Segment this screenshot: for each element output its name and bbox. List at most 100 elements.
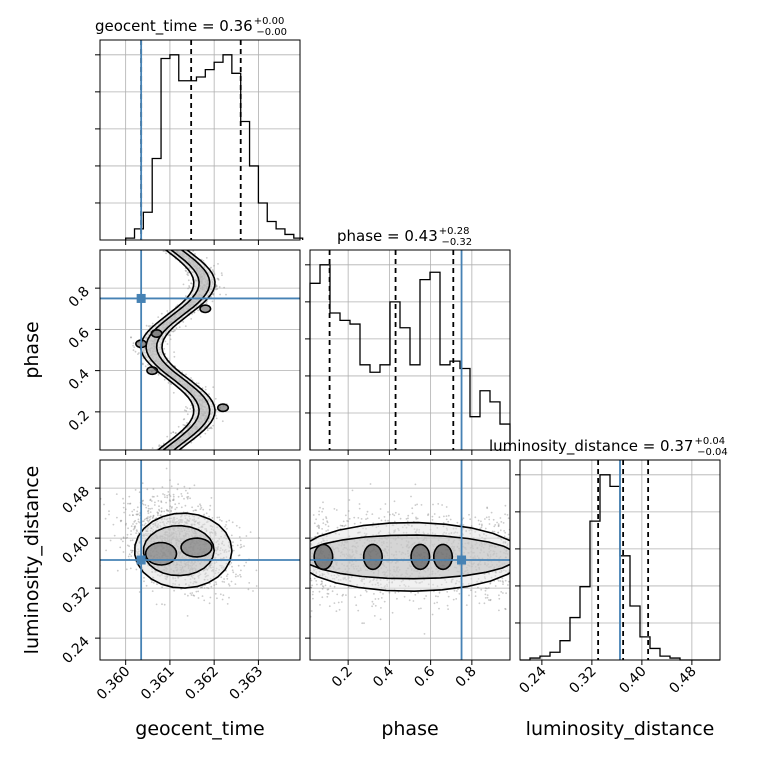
scatter-point [407, 517, 409, 520]
scatter-point [500, 591, 503, 593]
scatter-point [216, 597, 218, 600]
scatter-point [255, 569, 258, 572]
scatter-point [158, 508, 160, 511]
scatter-point [310, 610, 313, 612]
scatter-point [355, 604, 358, 607]
scatter-point [184, 269, 187, 272]
scatter-point [214, 592, 217, 595]
scatter-point [340, 601, 343, 603]
scatter-point [504, 579, 507, 582]
scatter-point [199, 436, 202, 438]
scatter-point [163, 494, 166, 496]
scatter-point [438, 607, 440, 610]
scatter-point [193, 311, 196, 314]
scatter-point [445, 518, 448, 521]
scatter-point [186, 496, 189, 499]
scatter-point [411, 507, 414, 510]
tick-marks [95, 54, 693, 665]
scatter-point [137, 513, 139, 516]
scatter-point [387, 511, 389, 513]
scatter-point [203, 587, 206, 589]
scatter-point [108, 513, 110, 516]
scatter-point [122, 537, 125, 539]
scatter-point [431, 519, 434, 521]
scatter-point [468, 594, 470, 597]
scatter-point [170, 510, 173, 513]
scatter-point [183, 485, 186, 488]
scatter-point [152, 488, 155, 490]
scatter-point [188, 487, 191, 490]
scatter-point [484, 593, 487, 596]
scatter-point [327, 525, 330, 528]
scatter-point [210, 426, 213, 429]
scatter-point [145, 506, 148, 509]
scatter-point [186, 492, 189, 495]
scatter-point [142, 363, 144, 366]
scatter-point [158, 505, 160, 508]
scatter-point [130, 336, 132, 338]
scatter-point [220, 520, 223, 522]
scatter-point [491, 530, 494, 533]
scatter-point [202, 260, 205, 262]
scatter-point [143, 580, 145, 583]
scatter-point [348, 517, 351, 520]
scatter-point [210, 585, 213, 588]
scatter-point [169, 479, 171, 481]
scatter-point [215, 285, 218, 287]
scatter-point [208, 508, 211, 511]
scatter-point [132, 344, 135, 347]
density-contours [134, 250, 510, 592]
scatter-point [226, 603, 229, 605]
scatter-point [185, 295, 187, 298]
scatter-point [474, 595, 477, 597]
scatter-point [213, 273, 216, 276]
scatter-point [218, 286, 221, 288]
scatter-point [357, 517, 360, 519]
x-tick-label: 0.361 [138, 664, 178, 704]
scatter-point [141, 520, 144, 523]
scatter-point [319, 506, 321, 509]
ylabel-phase: phase [21, 321, 43, 378]
scatter-point [124, 524, 127, 526]
scatter-point [169, 495, 172, 497]
y-tick-label: 0.32 [59, 584, 92, 617]
scatter-point [232, 571, 235, 574]
scatter-point [447, 514, 450, 517]
scatter-point [410, 591, 412, 594]
scatter-point [162, 442, 165, 445]
scatter-point [151, 447, 154, 449]
scatter-point [435, 595, 437, 598]
scatter-point [195, 590, 198, 593]
scatter-point [184, 504, 187, 507]
scatter-point [138, 514, 141, 517]
scatter-point [152, 515, 155, 517]
scatter-point [380, 597, 383, 599]
scatter-point [122, 540, 124, 543]
scatter-point [133, 521, 136, 523]
scatter-point [147, 512, 150, 515]
scatter-point [207, 427, 209, 430]
scatter-point [200, 586, 203, 588]
scatter-point [165, 252, 168, 255]
scatter-point [427, 514, 429, 517]
scatter-point [137, 532, 140, 534]
scatter-point [341, 524, 344, 527]
scatter-point [445, 515, 448, 517]
scatter-point [335, 610, 338, 613]
scatter-point [216, 516, 219, 519]
scatter-point [398, 513, 400, 516]
scatter-point [431, 515, 434, 518]
scatter-point [151, 590, 154, 592]
scatter-point [153, 495, 155, 498]
scatter-point [321, 528, 323, 530]
scatter-point [326, 520, 328, 523]
scatter-point [172, 495, 175, 498]
scatter-point [199, 503, 201, 506]
scatter-point [238, 536, 241, 538]
scatter-point [329, 585, 332, 587]
scatter-point [504, 607, 506, 610]
scatter-point [387, 519, 389, 522]
scatter-point [213, 584, 216, 586]
scatter-point [374, 604, 377, 607]
contour-inner [362, 543, 383, 571]
